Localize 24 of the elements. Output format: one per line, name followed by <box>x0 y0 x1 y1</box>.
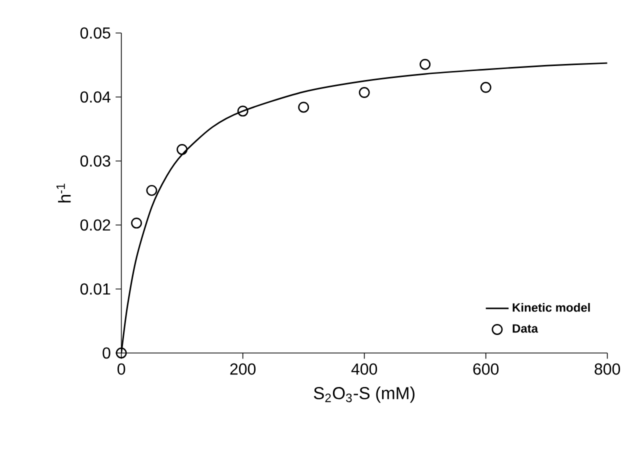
x-tick-label: 0 <box>118 363 126 375</box>
y-tick-label: 0.03 <box>80 155 110 167</box>
y-tick-label: 0.01 <box>80 283 110 295</box>
y-tick-label: 0.05 <box>80 27 110 39</box>
y-tick-label: 0.04 <box>80 91 110 103</box>
x-tick-label: 200 <box>230 363 256 375</box>
x-tick-label: 400 <box>351 363 378 375</box>
point <box>358 87 370 98</box>
point <box>420 58 431 70</box>
point <box>146 184 158 196</box>
point <box>131 218 142 229</box>
legend-label: Data <box>512 324 538 333</box>
legend-label: Kinetic model <box>512 302 590 312</box>
point <box>237 106 248 117</box>
x-axis-title: S$_{2}$O$_{3}$-S (mM) <box>314 386 414 403</box>
point <box>176 144 188 155</box>
point <box>116 348 127 358</box>
y-tick-label: 0 <box>102 347 110 359</box>
x-tick-label: 800 <box>594 363 620 375</box>
point <box>480 82 492 93</box>
x-tick-label: 600 <box>473 363 499 375</box>
y-axis-title: h$^{-1}$ <box>56 184 71 202</box>
point <box>298 102 310 113</box>
y-tick-label: 0.02 <box>80 219 110 231</box>
